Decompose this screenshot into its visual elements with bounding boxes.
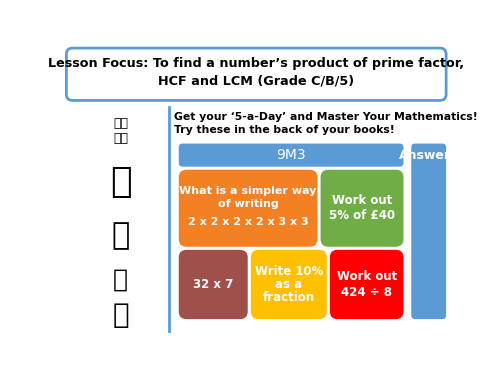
Text: Work out: Work out bbox=[336, 270, 397, 283]
Text: 🍓🍋
🍇🍊: 🍓🍋 🍇🍊 bbox=[113, 117, 128, 145]
Text: 5% of £40: 5% of £40 bbox=[329, 210, 395, 222]
Text: 424 ÷ 8: 424 ÷ 8 bbox=[341, 286, 392, 298]
Text: 9M3: 9M3 bbox=[276, 148, 306, 162]
FancyBboxPatch shape bbox=[330, 250, 404, 319]
FancyBboxPatch shape bbox=[66, 48, 446, 100]
Text: 🥝: 🥝 bbox=[112, 300, 129, 328]
Text: Write 10%: Write 10% bbox=[254, 265, 323, 278]
Text: 🍓: 🍓 bbox=[113, 268, 128, 292]
Text: Lesson Focus: To find a number’s product of prime factor,: Lesson Focus: To find a number’s product… bbox=[48, 57, 464, 70]
FancyBboxPatch shape bbox=[179, 250, 248, 319]
Text: Work out: Work out bbox=[332, 194, 392, 207]
Text: What is a simpler way: What is a simpler way bbox=[180, 186, 317, 196]
Text: 32 x 7: 32 x 7 bbox=[193, 278, 234, 291]
Text: 🍌: 🍌 bbox=[112, 222, 130, 251]
Text: Answers: Answers bbox=[399, 149, 458, 162]
Text: as a: as a bbox=[275, 278, 302, 291]
Text: Try these in the back of your books!: Try these in the back of your books! bbox=[174, 125, 395, 135]
FancyBboxPatch shape bbox=[320, 170, 404, 247]
Text: fraction: fraction bbox=[262, 291, 315, 304]
Text: HCF and LCM (Grade C/B/5): HCF and LCM (Grade C/B/5) bbox=[158, 75, 354, 88]
Text: of writing: of writing bbox=[218, 200, 278, 209]
Text: Get your ‘5-a-Day’ and Master Your Mathematics!: Get your ‘5-a-Day’ and Master Your Mathe… bbox=[174, 112, 478, 122]
Text: 2 x 2 x 2 x 2 x 3 x 3: 2 x 2 x 2 x 2 x 3 x 3 bbox=[188, 217, 308, 227]
FancyBboxPatch shape bbox=[251, 250, 327, 319]
FancyBboxPatch shape bbox=[411, 144, 446, 319]
FancyBboxPatch shape bbox=[179, 144, 404, 166]
FancyBboxPatch shape bbox=[179, 170, 318, 247]
Text: 🍎: 🍎 bbox=[110, 165, 132, 199]
